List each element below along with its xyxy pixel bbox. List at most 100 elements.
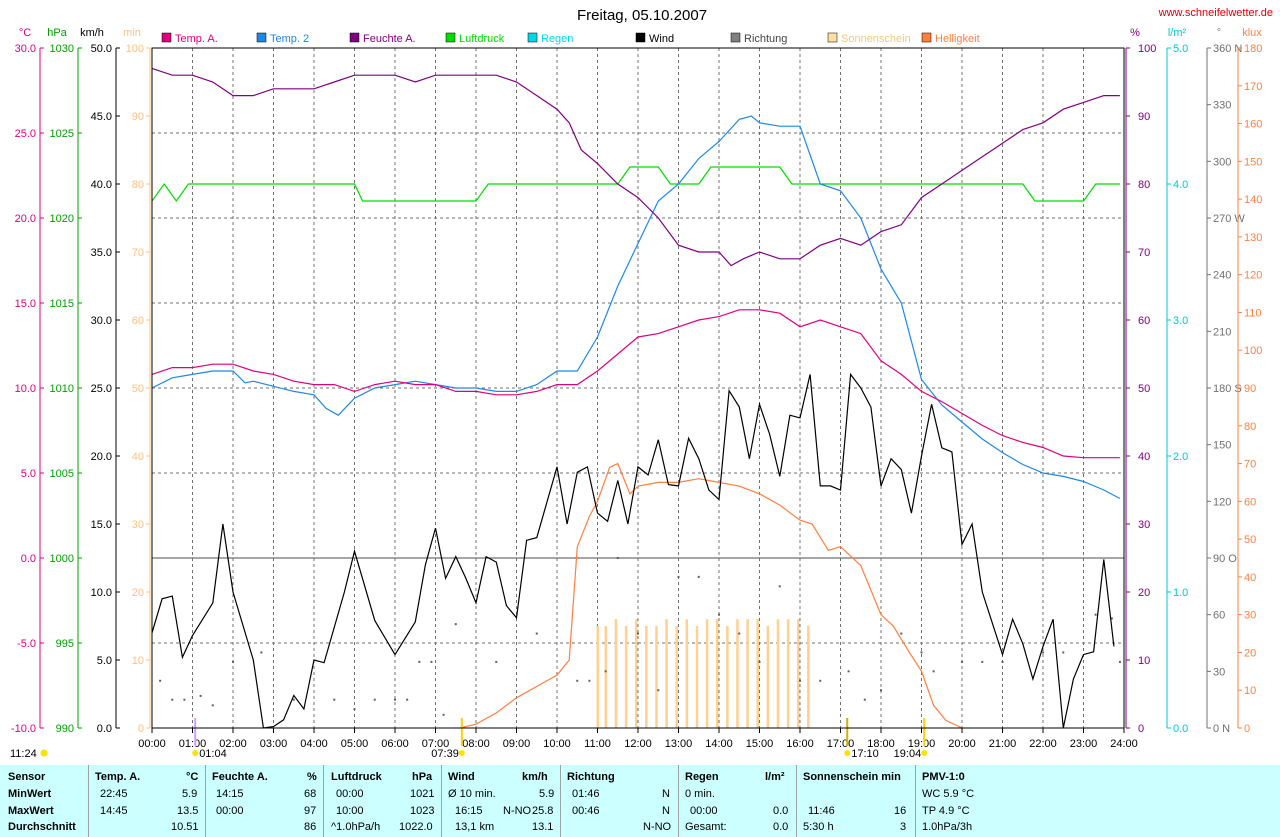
- axis-unit-label: °C: [19, 27, 31, 39]
- header-pressure-unit: hPa: [412, 771, 433, 783]
- axis-tick-label: 90: [1138, 111, 1150, 123]
- direction-dot: [604, 670, 607, 673]
- axis-unit-label: min: [123, 27, 141, 39]
- axis-tick-label: 1020: [50, 213, 74, 225]
- direction-dot: [199, 694, 202, 697]
- axis-tick-label: 180: [1244, 43, 1262, 55]
- x-axis-tick-label: 16:00: [786, 738, 814, 750]
- direction-dot: [961, 660, 963, 663]
- direction-dot: [1118, 660, 1121, 663]
- moonrise-icon-dot: [844, 750, 851, 756]
- max-direction-time: 00:46: [572, 805, 600, 817]
- avg-pressure-value: 1022.0: [399, 821, 433, 833]
- axis-unit-labels: °C hPa km/h min% l/m² ° klux: [19, 27, 1262, 39]
- moonrise-time: 17:10: [851, 748, 879, 760]
- direction-dot: [159, 679, 162, 682]
- row-label-min: MinWert: [8, 788, 52, 800]
- moon-icon: [40, 749, 48, 757]
- series-line-feuchte-a: [151, 67, 1120, 267]
- weather-chart: Freitag, 05.10.2007 www.schneifelwetter.…: [10, 7, 1273, 760]
- x-axis-tick-label: 12:00: [624, 738, 652, 750]
- axis-tick-label: 25.0: [15, 128, 36, 140]
- direction-dot: [442, 713, 445, 716]
- direction-dot: [847, 670, 850, 673]
- direction-dot: [718, 613, 720, 616]
- header-humidity-unit: %: [307, 771, 317, 783]
- axis-tick-label: 60: [1244, 496, 1256, 508]
- legend-swatch: [445, 32, 456, 43]
- legend-swatch: [635, 32, 646, 43]
- x-axis-tick-label: 06:00: [381, 738, 409, 750]
- axis-tick-label: 0: [1138, 723, 1144, 735]
- axis-unit-label: klux: [1242, 27, 1262, 39]
- table-divider: [560, 765, 561, 837]
- legend-label: Wind: [649, 33, 674, 45]
- table-divider: [205, 765, 206, 837]
- x-axis-tick-label: 03:00: [260, 738, 288, 750]
- direction-dot: [657, 689, 660, 692]
- table-divider: [678, 765, 679, 837]
- axis-tick-label: 25.0: [91, 383, 112, 395]
- legend-swatch: [827, 32, 838, 43]
- axis-tick-label: 990: [56, 723, 74, 735]
- legend-swatch: [349, 32, 360, 43]
- site-link[interactable]: www.schneifelwetter.de: [1158, 7, 1273, 19]
- axis-unit-label: °: [1217, 27, 1221, 39]
- axis-tick-label: 120: [1244, 270, 1262, 282]
- axis-tick-label: 1.0: [1173, 587, 1188, 599]
- sunshine-bar: [596, 626, 599, 728]
- direction-dot: [981, 660, 984, 663]
- x-axis-tick-label: 08:00: [462, 738, 490, 750]
- max-wind-value: 25.8: [532, 805, 554, 817]
- axis-tick-label: 100: [1244, 345, 1262, 357]
- axis-tick-label: 5.0: [1173, 43, 1188, 55]
- axis-tick-label: 30: [1138, 519, 1150, 531]
- sunshine-bar: [807, 626, 810, 728]
- direction-dot: [819, 679, 822, 682]
- axis-tick-label: 1005: [50, 468, 74, 480]
- direction-dot: [535, 632, 538, 635]
- axis-tick-label: -10.0: [11, 723, 36, 735]
- axis-tick-label: 150: [1213, 440, 1231, 452]
- header-humidity: Feuchte A.: [212, 771, 268, 783]
- min-humidity-time: 14:15: [216, 788, 244, 800]
- axis-tick-label: 15.0: [15, 298, 36, 310]
- axis-tick-label: 10: [1244, 685, 1256, 697]
- axis-tick-label: 60: [1213, 610, 1225, 622]
- row-label-average: Durchschnitt: [8, 821, 76, 833]
- min-wind-value: 5.9: [539, 788, 555, 800]
- sunshine-total: 5:30 h: [803, 821, 834, 833]
- axis-tick-label: 20.0: [15, 213, 36, 225]
- direction-dot: [1042, 651, 1044, 654]
- axis-tick-label: 70: [132, 247, 144, 259]
- direction-dot: [333, 698, 336, 701]
- avg-humidity-value: 86: [304, 821, 317, 833]
- axis-tick-label: 120: [1213, 496, 1231, 508]
- header-sunshine: Sonnenschein min: [803, 771, 901, 783]
- direction-dot: [373, 698, 376, 701]
- direction-dot: [920, 651, 923, 654]
- table-divider: [915, 765, 916, 837]
- sunshine-bar: [746, 619, 749, 728]
- axis-unit-label: %: [1130, 27, 1140, 39]
- axis-tick-label: 140: [1244, 194, 1262, 206]
- axis-unit-label: hPa: [47, 27, 67, 39]
- max-pressure-time: 10:00: [336, 805, 364, 817]
- sunshine-bar: [766, 626, 770, 728]
- x-axis-tick-label: 10:00: [543, 738, 571, 750]
- axis-tick-label: 50: [1138, 383, 1150, 395]
- header-sensor: Sensor: [8, 771, 46, 783]
- direction-dot: [738, 632, 741, 635]
- header-pmv: PMV-1:0: [922, 771, 965, 783]
- header-temp-unit: °C: [186, 771, 199, 783]
- axis-unit-label: km/h: [80, 27, 104, 39]
- axis-tick-label: 70: [1244, 459, 1256, 471]
- legend-label: Feuchte A.: [363, 33, 416, 45]
- sunshine-bar: [776, 619, 780, 728]
- astro-markers: 11:24 01:04 07:39 17:10 19:04: [10, 718, 928, 760]
- header-temp: Temp. A.: [95, 771, 141, 783]
- axis-tick-label: 180 S: [1213, 383, 1242, 395]
- max-wind-direction: N-NO: [503, 805, 532, 817]
- direction-dot: [183, 698, 186, 701]
- axis-tick-label: 270 W: [1213, 213, 1245, 225]
